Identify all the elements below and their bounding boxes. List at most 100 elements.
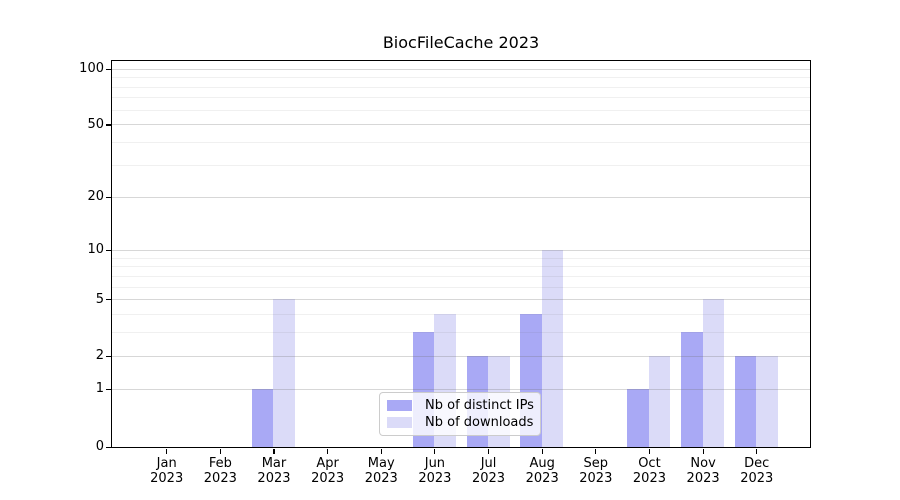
- y-tick-label: 0: [95, 439, 104, 454]
- x-tick-mark: [487, 448, 490, 454]
- x-tick-month: Apr: [316, 456, 339, 471]
- y-tick-mark: [105, 249, 111, 251]
- x-tick-year: 2023: [203, 471, 237, 486]
- x-tick-mark: [166, 448, 168, 454]
- x-tick-label: Dec 2023: [729, 456, 785, 486]
- x-tick-month: Jan: [156, 456, 177, 471]
- gridline-minor: [111, 286, 810, 288]
- x-tick-month: May: [367, 456, 395, 471]
- x-tick-label: Feb 2023: [192, 456, 248, 486]
- x-tick-year: 2023: [686, 471, 720, 486]
- y-tick-label: 2: [95, 348, 104, 364]
- gridline-major: [111, 124, 810, 126]
- x-tick-month: Jun: [424, 456, 446, 471]
- x-tick-label: Jul 2023: [461, 456, 517, 486]
- x-tick-mark: [327, 448, 329, 454]
- x-tick-month: Sep: [583, 456, 609, 471]
- gridline-major: [111, 68, 810, 70]
- grid-layer: [111, 61, 810, 447]
- chart-title: BiocFileCache 2023: [382, 33, 540, 52]
- legend-swatch-downloads: [387, 417, 412, 429]
- x-tick-year: 2023: [471, 471, 506, 486]
- x-tick-year: 2023: [740, 471, 774, 486]
- bar-distinct-ips: [734, 355, 757, 447]
- gridline-minor: [111, 165, 810, 167]
- gridline-minor: [111, 97, 810, 99]
- legend-item-distinct-ips: Nb of distinct IPs: [380, 398, 540, 413]
- x-tick-mark: [541, 448, 543, 454]
- bar-downloads: [541, 249, 564, 447]
- y-tick-label: 1: [95, 381, 104, 397]
- y-tick-label: 20: [87, 189, 104, 205]
- x-tick-label: Mar 2023: [246, 456, 302, 486]
- legend-swatch-distinct-ips: [387, 399, 412, 411]
- bar-distinct-ips: [681, 332, 703, 447]
- legend-label-distinct-ips: Nb of distinct IPs: [425, 397, 534, 413]
- bars-layer: [112, 61, 811, 447]
- bar-downloads: [648, 355, 671, 447]
- gridline-major: [111, 299, 810, 301]
- y-tick-label: 10: [87, 242, 104, 258]
- plot-area: [110, 59, 811, 448]
- x-tick-year: 2023: [150, 471, 184, 486]
- gridline-minor: [111, 142, 810, 144]
- y-tick-mark: [105, 355, 111, 357]
- x-tick-month: Feb: [208, 456, 232, 471]
- x-tick-mark: [595, 448, 597, 454]
- x-tick-year: 2023: [257, 471, 291, 486]
- y-tick-label: 50: [87, 116, 104, 132]
- x-tick-mark: [648, 448, 651, 454]
- y-tick-label: 100: [79, 61, 104, 77]
- bar-downloads: [756, 355, 778, 447]
- y-tick-mark: [105, 388, 111, 391]
- bar-distinct-ips: [251, 388, 274, 447]
- x-tick-label: Aug 2023: [514, 456, 570, 486]
- x-tick-mark: [219, 448, 221, 454]
- x-tick-mark: [756, 448, 758, 454]
- gridline-minor: [111, 275, 810, 277]
- x-tick-year: 2023: [525, 471, 559, 486]
- legend-item-downloads: Nb of downloads: [380, 415, 540, 430]
- bar-downloads: [273, 299, 295, 447]
- gridline-major: [111, 388, 810, 390]
- x-tick-month: Nov: [690, 456, 716, 471]
- gridline-major: [111, 249, 810, 251]
- x-tick-label: Jan 2023: [139, 456, 195, 486]
- gridline-minor: [111, 332, 810, 334]
- legend-label-downloads: Nb of downloads: [425, 415, 534, 431]
- x-tick-year: 2023: [364, 471, 398, 486]
- gridline-minor: [111, 257, 810, 259]
- bar-downloads: [702, 299, 725, 447]
- x-tick-year: 2023: [418, 471, 452, 486]
- y-tick-mark: [105, 446, 111, 448]
- x-tick-label: Oct 2023: [621, 456, 677, 486]
- x-tick-label: Sep 2023: [568, 456, 624, 486]
- x-tick-mark: [702, 448, 704, 454]
- gridline-major: [111, 355, 810, 357]
- x-tick-label: May 2023: [353, 456, 409, 486]
- x-tick-mark: [434, 448, 436, 454]
- y-tick-mark: [105, 299, 111, 301]
- x-tick-month: Aug: [529, 456, 555, 471]
- x-tick-mark: [380, 448, 382, 454]
- y-tick-mark: [105, 124, 111, 126]
- gridline-major: [111, 196, 810, 198]
- legend: Nb of distinct IPs Nb of downloads: [379, 392, 541, 436]
- x-tick-year: 2023: [632, 471, 666, 486]
- gridline-minor: [111, 77, 810, 79]
- x-tick-label: Jun 2023: [407, 456, 463, 486]
- y-tick-mark: [105, 68, 111, 70]
- x-tick-month: Dec: [744, 456, 770, 471]
- x-tick-label: Apr 2023: [300, 456, 356, 486]
- x-tick-month: Jul: [480, 456, 497, 471]
- x-tick-month: Oct: [638, 456, 661, 471]
- x-tick-month: Mar: [261, 456, 287, 471]
- x-tick-year: 2023: [311, 471, 345, 486]
- gridline-minor: [111, 109, 810, 111]
- x-tick-year: 2023: [579, 471, 613, 486]
- gridline-minor: [111, 266, 810, 268]
- gridline-minor: [111, 314, 810, 316]
- y-tick-mark: [105, 196, 111, 199]
- x-tick-label: Nov 2023: [675, 456, 731, 486]
